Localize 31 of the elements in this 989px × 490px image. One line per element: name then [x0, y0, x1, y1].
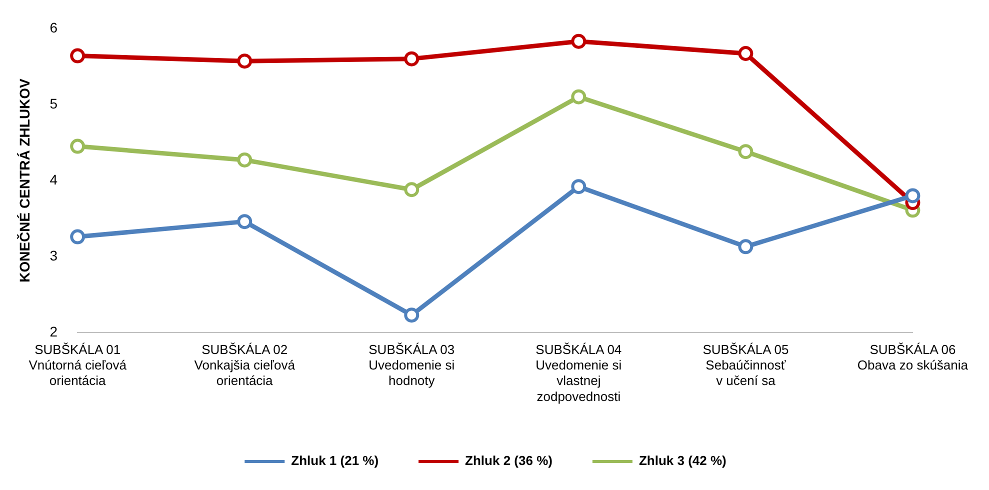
- point: [571, 89, 586, 104]
- point: [404, 51, 420, 66]
- point: [70, 48, 86, 64]
- x-tick-label: SUBŠKÁLA 04 Uvedomenie si vlastnej zodpovednosti: [536, 342, 622, 404]
- y-axis-title: KONEČNÉ CENTRÁ ZHLUKOV: [16, 78, 32, 282]
- legend-label: Zhluk 2 (36 %): [465, 453, 552, 468]
- point: [571, 179, 586, 194]
- y-tick-label: 6: [50, 19, 58, 36]
- point: [237, 152, 252, 168]
- x-tick-label: SUBŠKÁLA 05 Sebaúčinnosť v učení sa: [702, 342, 789, 388]
- y-tick-label: 5: [50, 95, 58, 112]
- legend-label: Zhluk 1 (21 %): [291, 453, 379, 468]
- y-tick-label: 2: [50, 323, 58, 340]
- point: [571, 34, 586, 49]
- x-tick-label: SUBŠKÁLA 02 Vonkajšia cieľová orientácia: [194, 342, 296, 388]
- y-tick-label: 4: [50, 171, 58, 188]
- x-tick-label: SUBŠKÁLA 03 Uvedomenie si hodnoty: [368, 342, 455, 388]
- x-tick-label: SUBŠKÁLA 06 Obava zo skúšania: [857, 342, 969, 373]
- point: [404, 182, 420, 198]
- point: [738, 239, 754, 254]
- point: [70, 138, 86, 154]
- point: [237, 54, 252, 69]
- point: [237, 214, 252, 230]
- y-tick-label: 3: [50, 247, 58, 264]
- point: [738, 144, 754, 160]
- point: [905, 188, 920, 204]
- x-tick-label: SUBŠKÁLA 01 Vnútorná cieľová orientácia: [28, 342, 128, 388]
- point: [70, 229, 86, 244]
- legend-label: Zhluk 3 (42 %): [638, 453, 726, 468]
- point: [738, 46, 754, 61]
- point: [404, 308, 420, 323]
